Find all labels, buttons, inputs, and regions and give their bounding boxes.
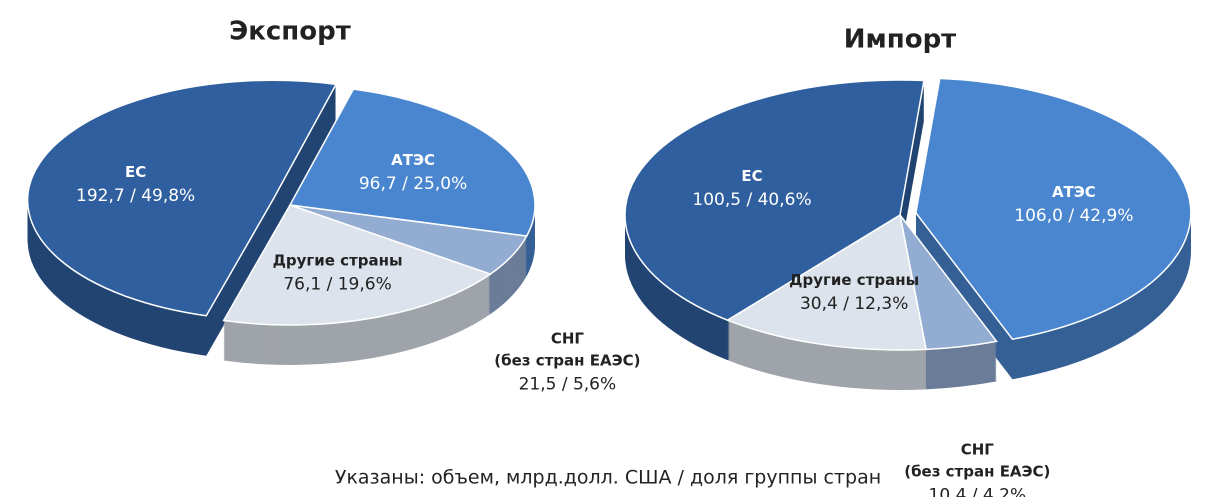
slice: [288, 88, 536, 237]
slice-value-label: 100,5 / 40,6%: [692, 190, 811, 210]
slice-category: ЕС: [741, 166, 762, 184]
slice-category: АТЭС: [391, 151, 435, 169]
slice-category: АТЭС: [1052, 183, 1096, 201]
slice: [26, 79, 338, 317]
slice-value-label: 10,4 / 4,2%: [929, 485, 1027, 497]
chart-title: Импорт: [844, 25, 957, 55]
slice-category: СНГ (без стран ЕАЭС): [904, 440, 1050, 480]
slice-category: ЕС: [125, 162, 146, 180]
slice-value-label: 192,7 / 49,8%: [76, 186, 195, 206]
slice-value-label: 96,7 / 25,0%: [359, 174, 467, 194]
slice: [725, 213, 927, 351]
slice-value-label: 30,4 / 12,3%: [800, 294, 908, 314]
footnote: Указаны: объем, млрд.долл. США / доля гр…: [335, 467, 881, 489]
slice: [222, 204, 492, 326]
slice-value-label: 76,1 / 19,6%: [283, 275, 391, 295]
slice-value-label: 21,5 / 5,6%: [519, 375, 617, 395]
slice: [915, 77, 1192, 341]
slice-value-label: 106,0 / 42,9%: [1014, 206, 1133, 226]
slice-category: СНГ (без стран ЕАЭС): [494, 329, 640, 369]
slice: [624, 79, 925, 321]
slice-category: Другие страны: [273, 251, 403, 269]
slice-category: Другие страны: [789, 270, 919, 288]
chart-title: Экспорт: [229, 17, 351, 47]
